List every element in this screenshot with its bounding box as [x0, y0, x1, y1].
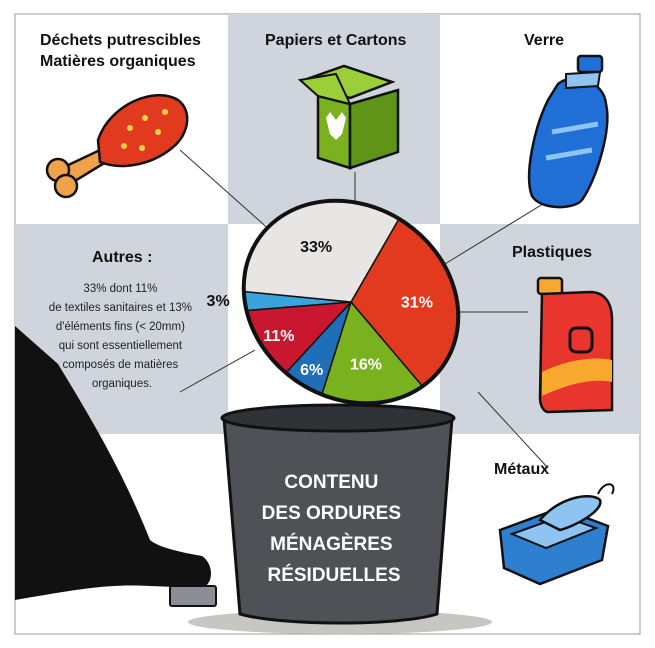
bin-title-line-4: RÉSIDUELLES	[267, 564, 400, 586]
autres-note-line-1: 33% dont 11%	[83, 283, 157, 295]
pie-slice-label: 6%	[300, 362, 323, 379]
autres-note-line-4: qui sont essentiellement	[59, 340, 183, 352]
autres-note-line-6: organiques.	[92, 378, 152, 390]
bin-title-line-2: DES ORDURES	[262, 503, 401, 524]
autres-note-line-2: de textiles sanitaires et 13%	[49, 302, 192, 314]
pie-slice-label: 11%	[263, 328, 294, 345]
pie-slice-label: 31%	[401, 295, 433, 312]
pie-slice-label: 3%	[207, 293, 230, 310]
header-putrescibles-line1: Déchets putrescibles	[40, 32, 201, 49]
header-putrescibles-line2: Matières organiques	[40, 53, 196, 70]
pie-slice-label: 33%	[300, 239, 332, 256]
bin-title-line-3: MÉNAGÈRES	[270, 533, 392, 555]
header-metaux: Métaux	[494, 461, 549, 478]
header-autres: Autres :	[92, 249, 152, 266]
bin-title-line-1: CONTENU	[284, 472, 378, 493]
autres-note-line-3: d'éléments fins (< 20mm)	[56, 321, 185, 333]
plastic-jerrycan-icon	[538, 278, 612, 412]
pie-slice-label: 16%	[350, 357, 382, 374]
header-verre: Verre	[524, 32, 564, 49]
bin-rim	[222, 405, 454, 431]
header-plastiques: Plastiques	[512, 244, 592, 261]
autres-note-line-5: composés de matières	[63, 359, 179, 371]
header-papiers: Papiers et Cartons	[265, 32, 406, 49]
bin-pedal	[170, 586, 216, 606]
